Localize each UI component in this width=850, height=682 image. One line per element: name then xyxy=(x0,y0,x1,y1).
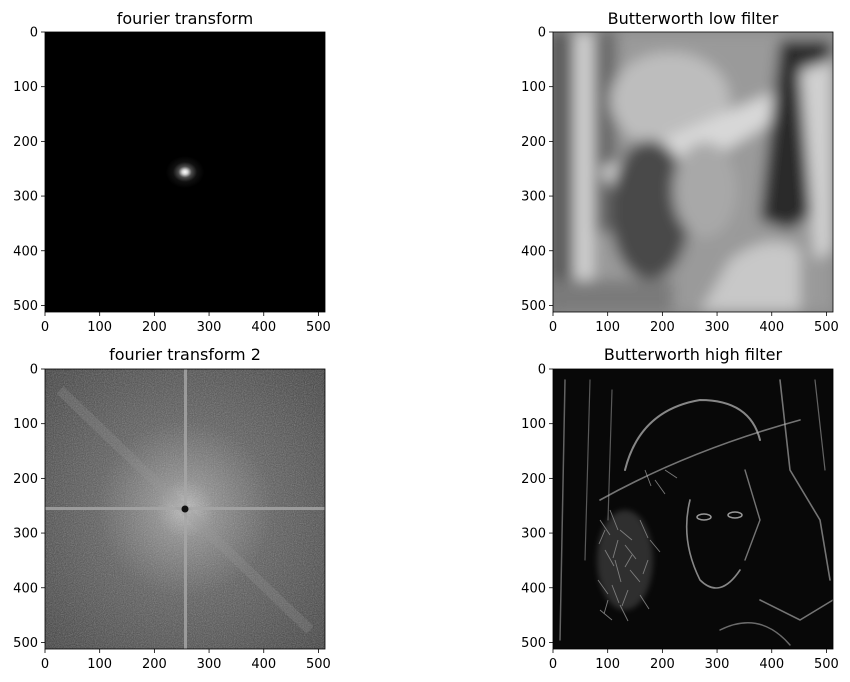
panel-title: Butterworth high filter xyxy=(604,345,783,364)
y-tick-label: 500 xyxy=(521,636,546,651)
x-tick-label: 100 xyxy=(595,657,620,672)
x-tick-label: 400 xyxy=(759,320,784,335)
panel-fourier-transform: fourier transform 0 100 200 300 400 500 0 100 2… xyxy=(13,9,331,335)
x-tick-label: 0 xyxy=(41,657,49,672)
y-tick-label: 300 xyxy=(521,190,546,205)
x-tick-label: 400 xyxy=(251,657,276,672)
y-tick-label: 200 xyxy=(13,472,38,487)
y-tick-label: 0 xyxy=(538,26,546,41)
y-tick-label: 0 xyxy=(538,363,546,378)
y-axis: 0 100 200 300 400 500 xyxy=(13,363,45,651)
y-axis: 0 100 200 300 400 500 xyxy=(521,363,553,651)
axes-frame xyxy=(552,31,834,313)
x-tick-label: 500 xyxy=(814,320,839,335)
spectrum-peak xyxy=(137,132,233,212)
blurred-portrait-image xyxy=(553,32,833,312)
x-tick-label: 0 xyxy=(41,320,49,335)
y-tick-label: 0 xyxy=(30,363,38,378)
y-axis: 0 100 200 300 400 500 xyxy=(13,26,45,314)
x-tick-label: 300 xyxy=(705,657,730,672)
x-tick-label: 300 xyxy=(705,320,730,335)
y-tick-label: 400 xyxy=(13,244,38,259)
x-tick-label: 200 xyxy=(650,320,675,335)
x-tick-label: 500 xyxy=(306,657,331,672)
axes-frame xyxy=(44,31,326,313)
y-tick-label: 400 xyxy=(521,244,546,259)
panel-butterworth-high: Butterworth high filter xyxy=(521,345,839,672)
y-tick-label: 500 xyxy=(521,299,546,314)
x-tick-label: 100 xyxy=(595,320,620,335)
x-axis: 0 100 200 300 400 500 xyxy=(41,649,331,672)
y-tick-label: 200 xyxy=(13,135,38,150)
y-tick-label: 400 xyxy=(13,581,38,596)
y-tick-label: 100 xyxy=(521,417,546,432)
y-tick-label: 200 xyxy=(521,472,546,487)
x-tick-label: 500 xyxy=(306,320,331,335)
x-tick-label: 100 xyxy=(87,657,112,672)
panel-butterworth-low: Butterworth low filter xyxy=(521,9,839,335)
y-tick-label: 500 xyxy=(13,636,38,651)
y-axis: 0 100 200 300 400 500 xyxy=(521,26,553,314)
panel-title: fourier transform xyxy=(117,9,254,28)
y-tick-label: 100 xyxy=(13,80,38,95)
axes-frame xyxy=(552,368,834,650)
x-tick-label: 300 xyxy=(197,320,222,335)
y-tick-label: 100 xyxy=(521,80,546,95)
y-tick-label: 300 xyxy=(13,527,38,542)
panel-title: fourier transform 2 xyxy=(109,345,261,364)
log-spectrum-image xyxy=(45,369,325,649)
panel-title: Butterworth low filter xyxy=(608,9,779,28)
y-tick-label: 100 xyxy=(13,417,38,432)
x-tick-label: 300 xyxy=(197,657,222,672)
x-tick-label: 0 xyxy=(549,320,557,335)
y-tick-label: 300 xyxy=(521,527,546,542)
x-tick-label: 200 xyxy=(142,320,167,335)
panel-fourier-transform-2: fourier transform 2 0 100 200 300 400 500 0 10… xyxy=(13,345,331,672)
y-tick-label: 400 xyxy=(521,581,546,596)
y-tick-label: 200 xyxy=(521,135,546,150)
x-axis: 0 100 200 300 400 500 xyxy=(41,312,331,335)
x-tick-label: 400 xyxy=(759,657,784,672)
x-tick-label: 200 xyxy=(650,657,675,672)
x-tick-label: 100 xyxy=(87,320,112,335)
x-tick-label: 0 xyxy=(549,657,557,672)
axes-frame xyxy=(44,368,326,650)
y-tick-label: 500 xyxy=(13,299,38,314)
x-axis: 0 100 200 300 400 500 xyxy=(549,649,839,672)
y-tick-label: 300 xyxy=(13,190,38,205)
x-tick-label: 200 xyxy=(142,657,167,672)
edge-portrait-image xyxy=(553,369,833,649)
x-tick-label: 400 xyxy=(251,320,276,335)
x-axis: 0 100 200 300 400 500 xyxy=(549,312,839,335)
x-tick-label: 500 xyxy=(814,657,839,672)
y-tick-label: 0 xyxy=(30,26,38,41)
